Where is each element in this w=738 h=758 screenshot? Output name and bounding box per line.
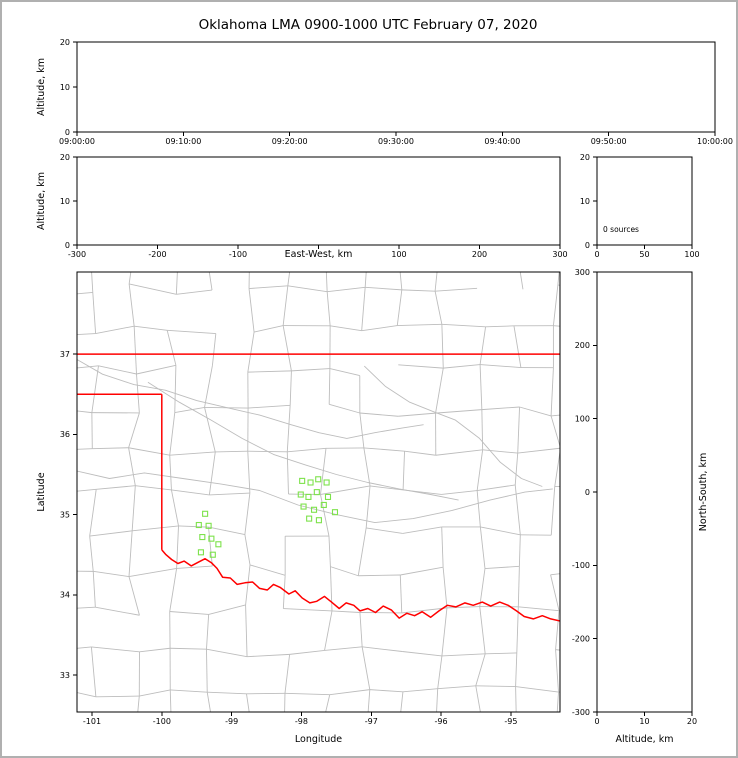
svg-text:09:50:00: 09:50:00	[591, 137, 627, 146]
east-west-height-panel: -300 -200 -100 100 200 300 0 10 20 East-West, km A…	[36, 153, 568, 260]
svg-text:East-West, km: East-West, km	[285, 249, 353, 260]
svg-text:300: 300	[575, 268, 590, 277]
lma-source-markers	[195, 476, 339, 558]
svg-text:36: 36	[60, 430, 70, 439]
svg-text:-95: -95	[504, 717, 517, 726]
svg-text:09:30:00: 09:30:00	[378, 137, 414, 146]
svg-text:-96: -96	[435, 717, 448, 726]
svg-text:37: 37	[60, 350, 70, 359]
svg-text:100: 100	[575, 414, 590, 423]
svg-text:33: 33	[60, 671, 70, 680]
svg-text:-200: -200	[572, 634, 590, 643]
svg-text:10: 10	[60, 83, 70, 92]
svg-text:200: 200	[575, 341, 590, 350]
north-south-height-panel: 0 10 20 300 200 100 0 -100 -200 -300 Altitude, km N…	[572, 268, 709, 745]
svg-text:20: 20	[60, 153, 70, 162]
svg-text:-98: -98	[295, 717, 308, 726]
svg-text:North-South, km: North-South, km	[698, 453, 709, 531]
svg-text:50: 50	[639, 250, 649, 259]
map-panel: -101 -100 -99 -98 -97 -96 -95 33 34 35 36 37 Longitu…	[36, 271, 561, 745]
svg-text:Latitude: Latitude	[36, 472, 47, 511]
svg-text:35: 35	[60, 510, 70, 519]
svg-text:0 sources: 0 sources	[603, 225, 639, 234]
svg-text:20: 20	[580, 153, 590, 162]
altitude-histogram-panel: 0 sources 0 50 100 0 10 20	[580, 153, 700, 259]
svg-text:09:40:00: 09:40:00	[484, 137, 520, 146]
svg-text:20: 20	[60, 38, 70, 47]
svg-text:10:00:00: 10:00:00	[697, 137, 733, 146]
svg-text:-99: -99	[225, 717, 238, 726]
svg-text:-100: -100	[153, 717, 171, 726]
svg-text:34: 34	[60, 591, 70, 600]
svg-text:-300: -300	[572, 708, 590, 717]
svg-text:10: 10	[60, 197, 70, 206]
svg-text:0: 0	[585, 488, 590, 497]
svg-text:20: 20	[687, 717, 697, 726]
svg-text:-100: -100	[229, 250, 247, 259]
svg-text:200: 200	[472, 250, 487, 259]
svg-text:09:20:00: 09:20:00	[272, 137, 308, 146]
svg-text:09:10:00: 09:10:00	[165, 137, 201, 146]
svg-text:0: 0	[585, 241, 590, 250]
svg-text:Longitude: Longitude	[295, 734, 342, 745]
svg-text:-200: -200	[148, 250, 166, 259]
map-geography	[77, 272, 560, 712]
time-height-panel: 09:00:00 09:10:00 09:20:00 09:30:00 09:40:00…	[36, 38, 733, 146]
svg-text:-100: -100	[572, 561, 590, 570]
svg-text:0: 0	[65, 128, 70, 137]
svg-text:-300: -300	[68, 250, 86, 259]
svg-text:0: 0	[594, 717, 599, 726]
svg-text:-97: -97	[365, 717, 378, 726]
svg-text:Altitude, km: Altitude, km	[36, 58, 47, 116]
svg-text:Altitude, km: Altitude, km	[36, 172, 47, 230]
svg-text:100: 100	[391, 250, 406, 259]
svg-text:Altitude, km: Altitude, km	[616, 734, 674, 745]
svg-text:10: 10	[639, 717, 649, 726]
svg-text:09:00:00: 09:00:00	[59, 137, 95, 146]
svg-text:10: 10	[580, 197, 590, 206]
svg-text:0: 0	[65, 241, 70, 250]
svg-text:300: 300	[552, 250, 567, 259]
figure-title: Oklahoma LMA 0900-1000 UTC February 07, …	[199, 17, 538, 33]
svg-text:100: 100	[684, 250, 699, 259]
svg-text:-101: -101	[83, 717, 101, 726]
svg-text:0: 0	[594, 250, 599, 259]
